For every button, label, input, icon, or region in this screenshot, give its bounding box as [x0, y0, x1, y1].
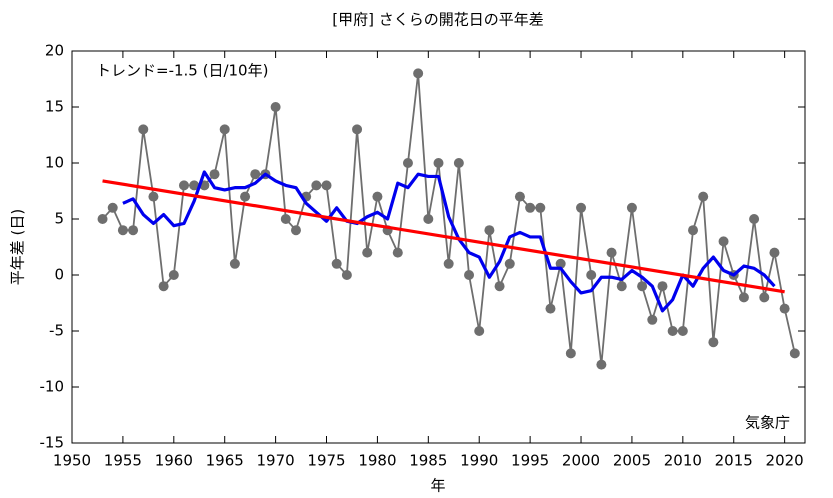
- trend-annotation: トレンド=-1.5 (日/10年): [96, 62, 268, 80]
- y-tick-label: 5: [54, 210, 64, 228]
- data-point: [423, 214, 434, 224]
- data-point: [372, 191, 383, 202]
- data-point: [606, 247, 617, 258]
- data-point: [138, 124, 149, 135]
- data-point: [443, 258, 454, 269]
- data-point: [779, 303, 790, 314]
- data-point: [738, 292, 749, 303]
- y-tick-label: -10: [40, 378, 65, 396]
- data-point: [107, 202, 118, 213]
- data-point: [229, 258, 240, 269]
- data-point: [311, 180, 322, 191]
- data-point: [402, 158, 413, 168]
- data-point: [270, 102, 281, 112]
- x-tick-label: 2015: [715, 452, 753, 470]
- data-point: [504, 258, 515, 269]
- y-axis-label: 平年差 (日): [9, 209, 27, 285]
- data-point: [749, 214, 760, 224]
- moving-average-line: [122, 170, 776, 313]
- x-tick-label: 1965: [206, 452, 244, 470]
- data-point: [331, 258, 342, 269]
- x-tick-label: 1995: [511, 452, 549, 470]
- data-point: [433, 158, 444, 168]
- data-point: [616, 281, 627, 292]
- data-point: [586, 270, 597, 280]
- x-tick-label: 1980: [358, 452, 396, 470]
- data-point: [413, 68, 424, 79]
- y-tick-label: 20: [45, 42, 64, 60]
- plot-frame: [71, 50, 806, 444]
- data-point: [525, 202, 536, 213]
- data-point: [698, 191, 709, 202]
- data-point: [708, 337, 719, 348]
- data-point: [555, 258, 566, 269]
- x-tick-label: 1950: [53, 452, 91, 470]
- source-annotation: 気象庁: [745, 414, 790, 432]
- data-point: [769, 247, 780, 258]
- y-tick-label: 10: [45, 154, 64, 172]
- data-point: [494, 281, 505, 292]
- x-tick-label: 2005: [613, 452, 651, 470]
- data-point: [576, 202, 587, 213]
- data-point: [250, 169, 261, 180]
- y-tick-label: 15: [45, 98, 64, 116]
- x-tick-label: 1955: [104, 452, 142, 470]
- x-tick-label: 2020: [766, 452, 804, 470]
- data-point: [677, 326, 688, 336]
- data-point: [474, 326, 485, 336]
- data-point: [117, 225, 128, 236]
- data-point: [128, 225, 139, 236]
- data-point: [362, 247, 373, 258]
- data-point: [341, 270, 352, 280]
- data-point: [596, 359, 607, 370]
- x-tick-label: 1960: [155, 452, 193, 470]
- data-point: [321, 180, 332, 191]
- data-point: [688, 225, 699, 236]
- data-point: [158, 281, 169, 292]
- data-point: [535, 202, 546, 213]
- data-point: [626, 202, 637, 213]
- data-point: [718, 236, 729, 247]
- data-point: [352, 124, 363, 135]
- data-point: [219, 124, 230, 135]
- x-tick-label: 1970: [257, 452, 295, 470]
- data-point: [290, 225, 301, 236]
- y-tick-label: -5: [49, 322, 64, 340]
- y-tick-label: -15: [40, 434, 65, 452]
- trend-line: [102, 179, 785, 294]
- x-tick-label: 1990: [460, 452, 498, 470]
- data-point: [464, 270, 475, 280]
- x-tick-label: 1985: [409, 452, 447, 470]
- y-tick-label: 0: [54, 266, 64, 284]
- x-tick-label: 2010: [664, 452, 702, 470]
- x-axis-label: 年: [430, 477, 445, 495]
- data-point: [667, 326, 678, 336]
- data-point: [189, 180, 200, 191]
- data-point: [453, 158, 464, 168]
- data-point: [97, 214, 108, 224]
- x-tick-label: 1975: [307, 452, 345, 470]
- data-point: [647, 314, 658, 325]
- data-point: [148, 191, 159, 202]
- x-tick-label: 2000: [562, 452, 600, 470]
- data-point: [484, 225, 495, 236]
- data-point: [637, 281, 648, 292]
- data-point: [209, 169, 220, 180]
- data-point: [280, 214, 291, 224]
- data-point: [565, 348, 576, 359]
- data-point: [789, 348, 800, 359]
- data-point: [178, 180, 189, 191]
- data-point: [392, 247, 403, 258]
- chart-title: [甲府] さくらの開花日の平年差: [332, 11, 543, 29]
- data-point: [545, 303, 556, 314]
- data-point: [657, 281, 668, 292]
- data-point: [240, 191, 251, 202]
- data-point: [168, 270, 179, 280]
- data-point: [514, 191, 525, 202]
- data-point: [759, 292, 770, 303]
